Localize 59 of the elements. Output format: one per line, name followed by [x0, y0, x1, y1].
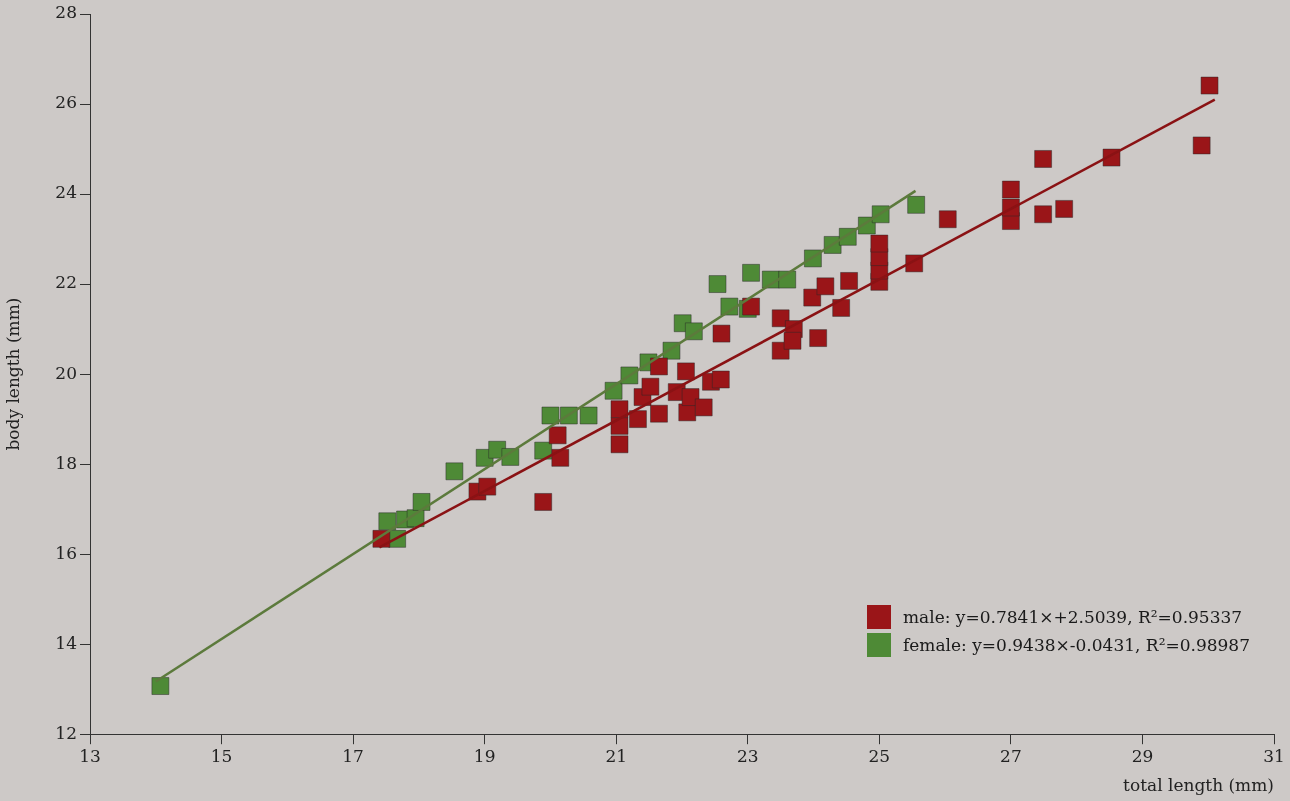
- y-tick-label: 20: [55, 362, 77, 383]
- y-tick-label: 22: [55, 272, 77, 293]
- point: [1034, 205, 1053, 224]
- point: [1002, 180, 1020, 199]
- point: [783, 331, 802, 350]
- point: [809, 329, 828, 347]
- legend-label: male: y=0.7841×+2.5039, R²=0.95337: [902, 607, 1243, 627]
- point: [151, 677, 170, 695]
- point: [711, 370, 730, 389]
- y-axis-title: body length (mm): [2, 297, 23, 451]
- point: [534, 493, 553, 511]
- point: [1192, 136, 1211, 155]
- point: [1055, 200, 1074, 218]
- point: [712, 324, 731, 343]
- x-tick-label: 13: [79, 745, 101, 766]
- point: [541, 406, 560, 425]
- point: [610, 435, 629, 454]
- point: [907, 195, 926, 214]
- point: [579, 406, 598, 425]
- x-tick-label: 19: [473, 745, 496, 766]
- point: [816, 277, 835, 296]
- x-tick-label: 15: [210, 745, 233, 766]
- point: [445, 462, 464, 481]
- legend-label: female: y=0.9438×-0.0431, R²=0.98987: [902, 635, 1250, 655]
- y-tick-label: 14: [55, 632, 77, 653]
- point: [742, 297, 760, 316]
- point: [378, 512, 397, 531]
- x-tick-label: 23: [736, 745, 759, 766]
- point: [771, 309, 790, 328]
- point: [1034, 150, 1053, 168]
- point: [650, 357, 668, 376]
- x-tick-label: 31: [1263, 745, 1285, 766]
- point: [742, 263, 760, 282]
- y-tick-label: 24: [55, 182, 77, 203]
- y-tick-label: 26: [55, 92, 77, 113]
- point: [694, 398, 713, 417]
- x-tick-label: 17: [342, 745, 364, 766]
- point: [870, 234, 889, 253]
- point: [832, 299, 851, 317]
- x-tick-label: 21: [605, 745, 628, 766]
- point: [412, 493, 431, 511]
- x-axis-title: total length (mm): [1123, 775, 1274, 796]
- y-tick-label: 18: [55, 452, 77, 473]
- point: [677, 362, 695, 381]
- point: [840, 272, 858, 290]
- x-tick-label: 29: [1131, 745, 1154, 766]
- y-tick-label: 16: [55, 542, 77, 563]
- x-tick-label: 25: [868, 745, 891, 766]
- point: [938, 210, 957, 229]
- y-tick-label: 12: [55, 722, 77, 743]
- x-tick-label: 27: [1000, 745, 1022, 766]
- point: [610, 400, 629, 419]
- point: [641, 377, 660, 396]
- point: [629, 410, 647, 428]
- point: [1200, 76, 1219, 95]
- point: [548, 426, 567, 445]
- point: [708, 275, 727, 293]
- y-tick-label: 28: [55, 2, 77, 23]
- point: [650, 404, 668, 423]
